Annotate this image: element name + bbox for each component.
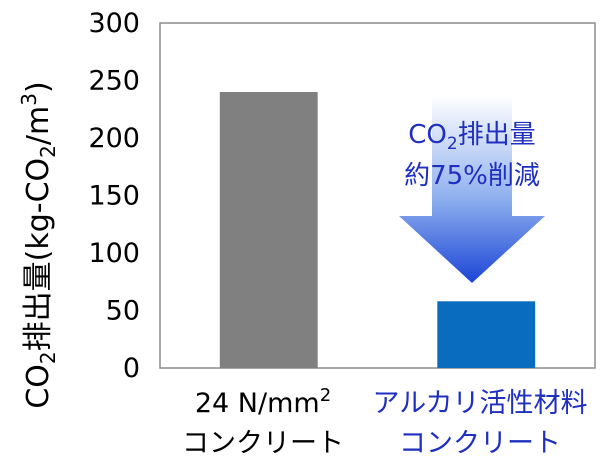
x-category-label-2-line-2: コンクリート [399, 428, 561, 459]
y-tick-label-250: 250 [88, 66, 140, 97]
bar-1 [219, 92, 318, 368]
y-tick-label-100: 100 [88, 238, 140, 269]
x-category-label-2-line-1: アルカリ活性材料 [373, 388, 588, 419]
bars [219, 92, 536, 368]
y-tick-label-50: 50 [106, 296, 140, 327]
y-tick-label-150: 150 [88, 181, 140, 212]
annotation-line-2: 約75%削減 [404, 161, 540, 191]
y-tick-label-300: 300 [88, 8, 140, 39]
y-axis-label: CO2排出量(kg-CO2/m3) [17, 81, 60, 408]
plot-area [159, 22, 596, 369]
bar-2 [437, 301, 536, 368]
y-tick-label-0: 0 [123, 353, 140, 384]
annotation-line-1: CO2排出量 [408, 120, 535, 154]
x-category-label-1-line-2: コンクリート [182, 428, 344, 459]
x-category-label-1-line-1: 24 N/mm2 [195, 385, 331, 419]
reduction-arrow [399, 95, 545, 283]
y-tick-labels: 0 50 100 150 200 250 300 [88, 8, 140, 384]
y-tick-label-200: 200 [88, 123, 140, 154]
